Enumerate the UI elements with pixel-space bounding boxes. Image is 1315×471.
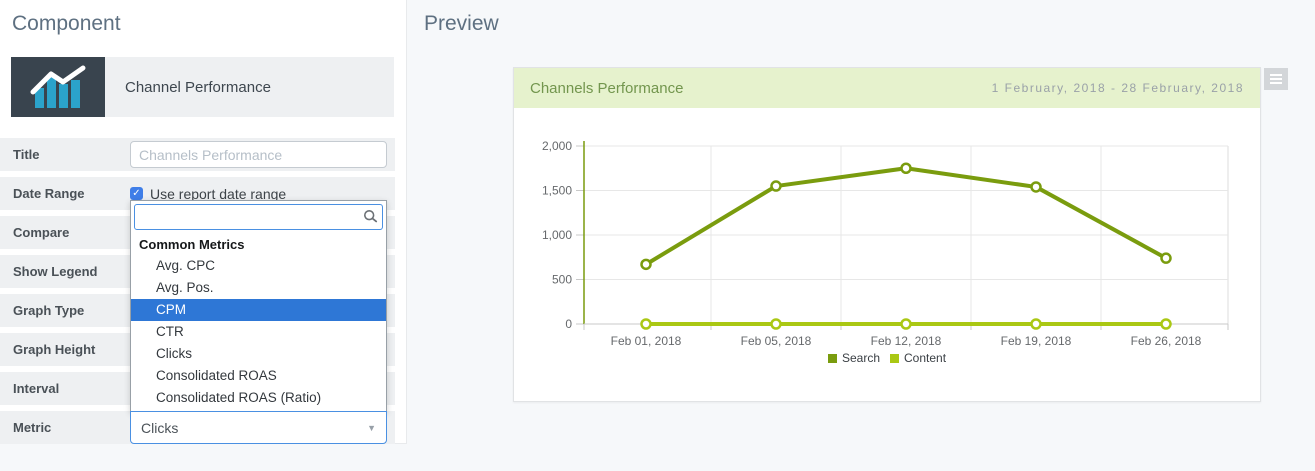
graph-type-label: Graph Type [13, 303, 85, 318]
form-row-title: Title [0, 138, 395, 171]
preview-title: Preview [424, 12, 499, 35]
svg-text:2,000: 2,000 [542, 139, 572, 153]
svg-text:Feb 05, 2018: Feb 05, 2018 [741, 334, 812, 348]
panel-title: Component [12, 12, 121, 35]
legend-swatch [890, 353, 899, 363]
hamburger-bar [1270, 78, 1282, 80]
metric-option-consolidated-roas-ratio[interactable]: Consolidated ROAS (Ratio) [156, 390, 322, 405]
legend-item-content[interactable]: Content [890, 351, 946, 365]
hamburger-bar [1270, 74, 1282, 76]
svg-text:0: 0 [565, 317, 572, 331]
svg-text:Feb 01, 2018: Feb 01, 2018 [611, 334, 682, 348]
form-row-metric: Metric Clicks ▼ [0, 411, 395, 444]
svg-text:Feb 19, 2018: Feb 19, 2018 [1001, 334, 1072, 348]
metric-label: Metric [13, 420, 52, 435]
metric-option-avg-pos[interactable]: Avg. Pos. [156, 280, 214, 295]
chart-legend: Search Content [514, 351, 1260, 365]
metric-option-clicks[interactable]: Clicks [156, 346, 192, 361]
svg-text:1,000: 1,000 [542, 228, 572, 242]
metric-option-consolidated-roas[interactable]: Consolidated ROAS [156, 368, 277, 383]
preview-chart-card: Channels Performance 1 February, 2018 - … [513, 67, 1261, 402]
chart-title: Channels Performance [530, 79, 684, 97]
preview-chart: 0 500 1,000 1,500 2,000 Feb 01, 2018 Feb 05, 2… [542, 139, 1229, 348]
component-card-label: Channel Performance [105, 57, 394, 117]
metric-group-label: Common Metrics [139, 237, 245, 252]
title-label: Title [13, 147, 40, 162]
use-report-date-range-checkbox[interactable]: ✓ [130, 187, 143, 200]
metric-option-avg-cpc[interactable]: Avg. CPC [156, 258, 216, 273]
compare-label: Compare [13, 225, 70, 240]
search-icon [363, 209, 378, 229]
date-range-label: Date Range [13, 186, 85, 201]
chevron-down-icon: ▼ [367, 422, 376, 433]
metric-select[interactable]: Clicks ▼ [130, 411, 387, 444]
chart-card-header: Channels Performance 1 February, 2018 - … [514, 68, 1260, 108]
interval-label: Interval [13, 381, 60, 396]
metric-search-input[interactable] [134, 204, 383, 230]
svg-text:Feb 12, 2018: Feb 12, 2018 [871, 334, 942, 348]
legend-label: Search [841, 351, 880, 365]
hamburger-menu-button[interactable] [1264, 68, 1288, 90]
hamburger-bar [1270, 82, 1282, 84]
svg-text:1,500: 1,500 [542, 184, 572, 198]
svg-text:500: 500 [552, 273, 572, 287]
metric-search-wrap [134, 204, 383, 230]
legend-label: Content [904, 351, 947, 365]
component-card[interactable]: Channel Performance [11, 57, 394, 117]
form-row-date-range: Date Range ✓ Use report date range [0, 177, 395, 210]
chart-date-range: 1 February, 2018 - 28 February, 2018 [991, 81, 1244, 95]
legend-swatch [827, 353, 837, 363]
metric-option-ctr[interactable]: CTR [156, 324, 184, 339]
bar-chart-icon [11, 57, 105, 117]
metric-option-cpm[interactable]: CPM [131, 299, 386, 321]
graph-height-label: Graph Height [13, 342, 96, 357]
component-panel: Component Channel Performance Title Date… [0, 0, 407, 444]
metric-select-value: Clicks [141, 419, 179, 436]
svg-text:Feb 26, 2018: Feb 26, 2018 [1131, 334, 1202, 348]
legend-item-search[interactable]: Search [827, 351, 880, 365]
show-legend-label: Show Legend [13, 264, 98, 279]
use-report-date-range-text: Use report date range [150, 185, 287, 202]
metric-dropdown-panel: Common Metrics Avg. CPC Avg. Pos. CPM CT… [130, 200, 387, 412]
title-input[interactable] [130, 141, 387, 168]
